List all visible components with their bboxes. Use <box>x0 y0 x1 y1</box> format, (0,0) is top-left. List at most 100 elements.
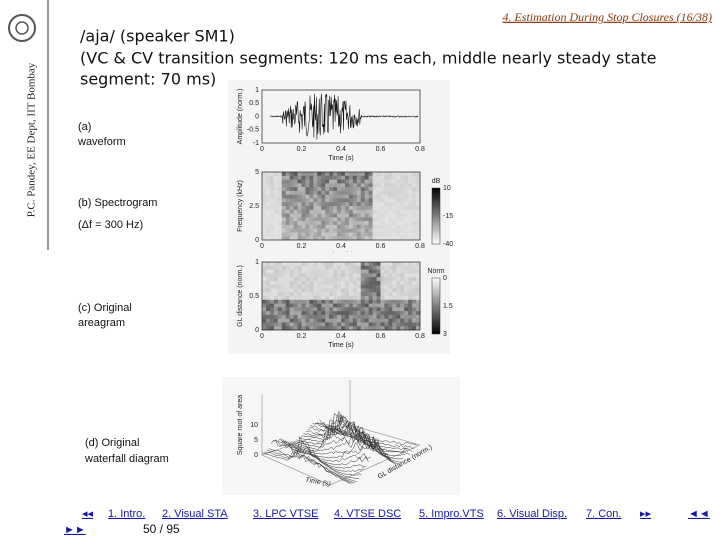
nav-link[interactable]: 7. Con. <box>586 508 621 520</box>
image-cell <box>396 183 401 188</box>
image-cell <box>392 202 397 207</box>
image-cell <box>372 262 377 267</box>
image-cell <box>273 172 279 177</box>
nav-link[interactable]: 3. LPC VTSE <box>253 508 318 520</box>
image-cell <box>352 206 358 211</box>
image-cell <box>416 198 421 203</box>
image-cell <box>341 269 346 274</box>
image-cell <box>313 311 318 316</box>
x-tick-label: 0.8 <box>415 333 425 340</box>
image-cell <box>341 326 346 331</box>
image-cell <box>325 318 330 323</box>
image-cell <box>321 175 326 180</box>
image-cell <box>416 288 421 293</box>
image-cell <box>317 322 322 327</box>
image-cell <box>293 311 298 316</box>
nav-forward[interactable]: ►► <box>64 524 86 536</box>
image-cell <box>305 213 310 218</box>
nav-link[interactable]: 6. Visual Disp. <box>497 508 567 520</box>
image-cell <box>372 213 377 218</box>
image-cell <box>293 265 298 270</box>
image-cell <box>281 265 286 270</box>
image-cell <box>305 183 310 188</box>
nav-back[interactable]: ◄◄ <box>688 508 710 520</box>
image-cell <box>412 221 417 226</box>
image-cell <box>356 265 362 270</box>
image-cell <box>372 206 377 211</box>
image-cell <box>364 280 369 285</box>
colorbar-tick-label: 10 <box>443 185 451 192</box>
image-cell <box>356 288 362 293</box>
image-cell <box>376 228 381 233</box>
image-cell <box>289 228 294 233</box>
nav-prev[interactable]: ◂◂ <box>82 508 94 520</box>
image-cell <box>360 262 365 267</box>
image-cell <box>341 303 346 308</box>
image-cell <box>392 172 397 177</box>
image-cell <box>416 232 421 237</box>
nav-link[interactable]: 2. Visual STA <box>162 508 228 520</box>
image-cell <box>380 209 385 214</box>
nav-link[interactable]: 1. Intro. <box>108 508 145 520</box>
image-cell <box>368 175 373 180</box>
image-cell <box>337 217 342 222</box>
image-cell <box>285 179 290 184</box>
z-tick-label: 5 <box>254 437 258 444</box>
image-cell <box>329 314 334 319</box>
image-cell <box>293 314 298 319</box>
image-cell <box>333 280 338 285</box>
image-cell <box>277 262 283 267</box>
image-cell <box>356 179 362 184</box>
image-cell <box>376 202 381 207</box>
image-cell <box>301 221 306 226</box>
image-cell <box>277 213 283 218</box>
nav-next[interactable]: ▸▸ <box>640 508 652 520</box>
image-cell <box>368 183 373 188</box>
image-cell <box>309 202 314 207</box>
image-cell <box>412 190 417 195</box>
image-cell <box>376 209 381 214</box>
image-cell <box>273 224 279 229</box>
image-cell <box>305 187 310 192</box>
nav-link[interactable]: 4. VTSE DSC <box>334 508 401 520</box>
image-cell <box>404 307 409 312</box>
image-cell <box>416 183 421 188</box>
image-cell <box>368 311 373 316</box>
image-cell <box>321 299 326 304</box>
image-cell <box>400 228 405 233</box>
image-cell <box>317 280 322 285</box>
image-cell <box>384 296 389 301</box>
image-cell <box>269 236 275 241</box>
image-cell <box>348 273 354 278</box>
image-cell <box>356 277 362 282</box>
image-cell <box>325 292 330 297</box>
image-cell <box>380 172 385 177</box>
image-cell <box>297 277 302 282</box>
image-cell <box>297 269 302 274</box>
image-cell <box>388 273 393 278</box>
image-cell <box>305 280 310 285</box>
logo-inner <box>15 21 29 35</box>
image-cell <box>329 183 334 188</box>
image-cell <box>265 311 271 316</box>
image-cell <box>325 314 330 319</box>
image-cell <box>408 217 413 222</box>
image-cell <box>396 269 401 274</box>
image-cell <box>352 198 358 203</box>
image-cell <box>368 221 373 226</box>
image-cell <box>313 232 318 237</box>
image-cell <box>368 202 373 207</box>
image-cell <box>293 322 298 327</box>
image-cell <box>301 236 306 241</box>
image-cell <box>380 190 385 195</box>
nav-link[interactable]: 5. Impro.VTS <box>419 508 484 520</box>
image-cell <box>344 221 350 226</box>
image-cell <box>364 209 369 214</box>
image-cell <box>325 224 330 229</box>
image-cell <box>273 314 279 319</box>
image-cell <box>392 236 397 241</box>
image-cell <box>313 262 318 267</box>
image-cell <box>356 284 362 289</box>
image-cell <box>262 322 267 327</box>
image-cell <box>329 299 334 304</box>
